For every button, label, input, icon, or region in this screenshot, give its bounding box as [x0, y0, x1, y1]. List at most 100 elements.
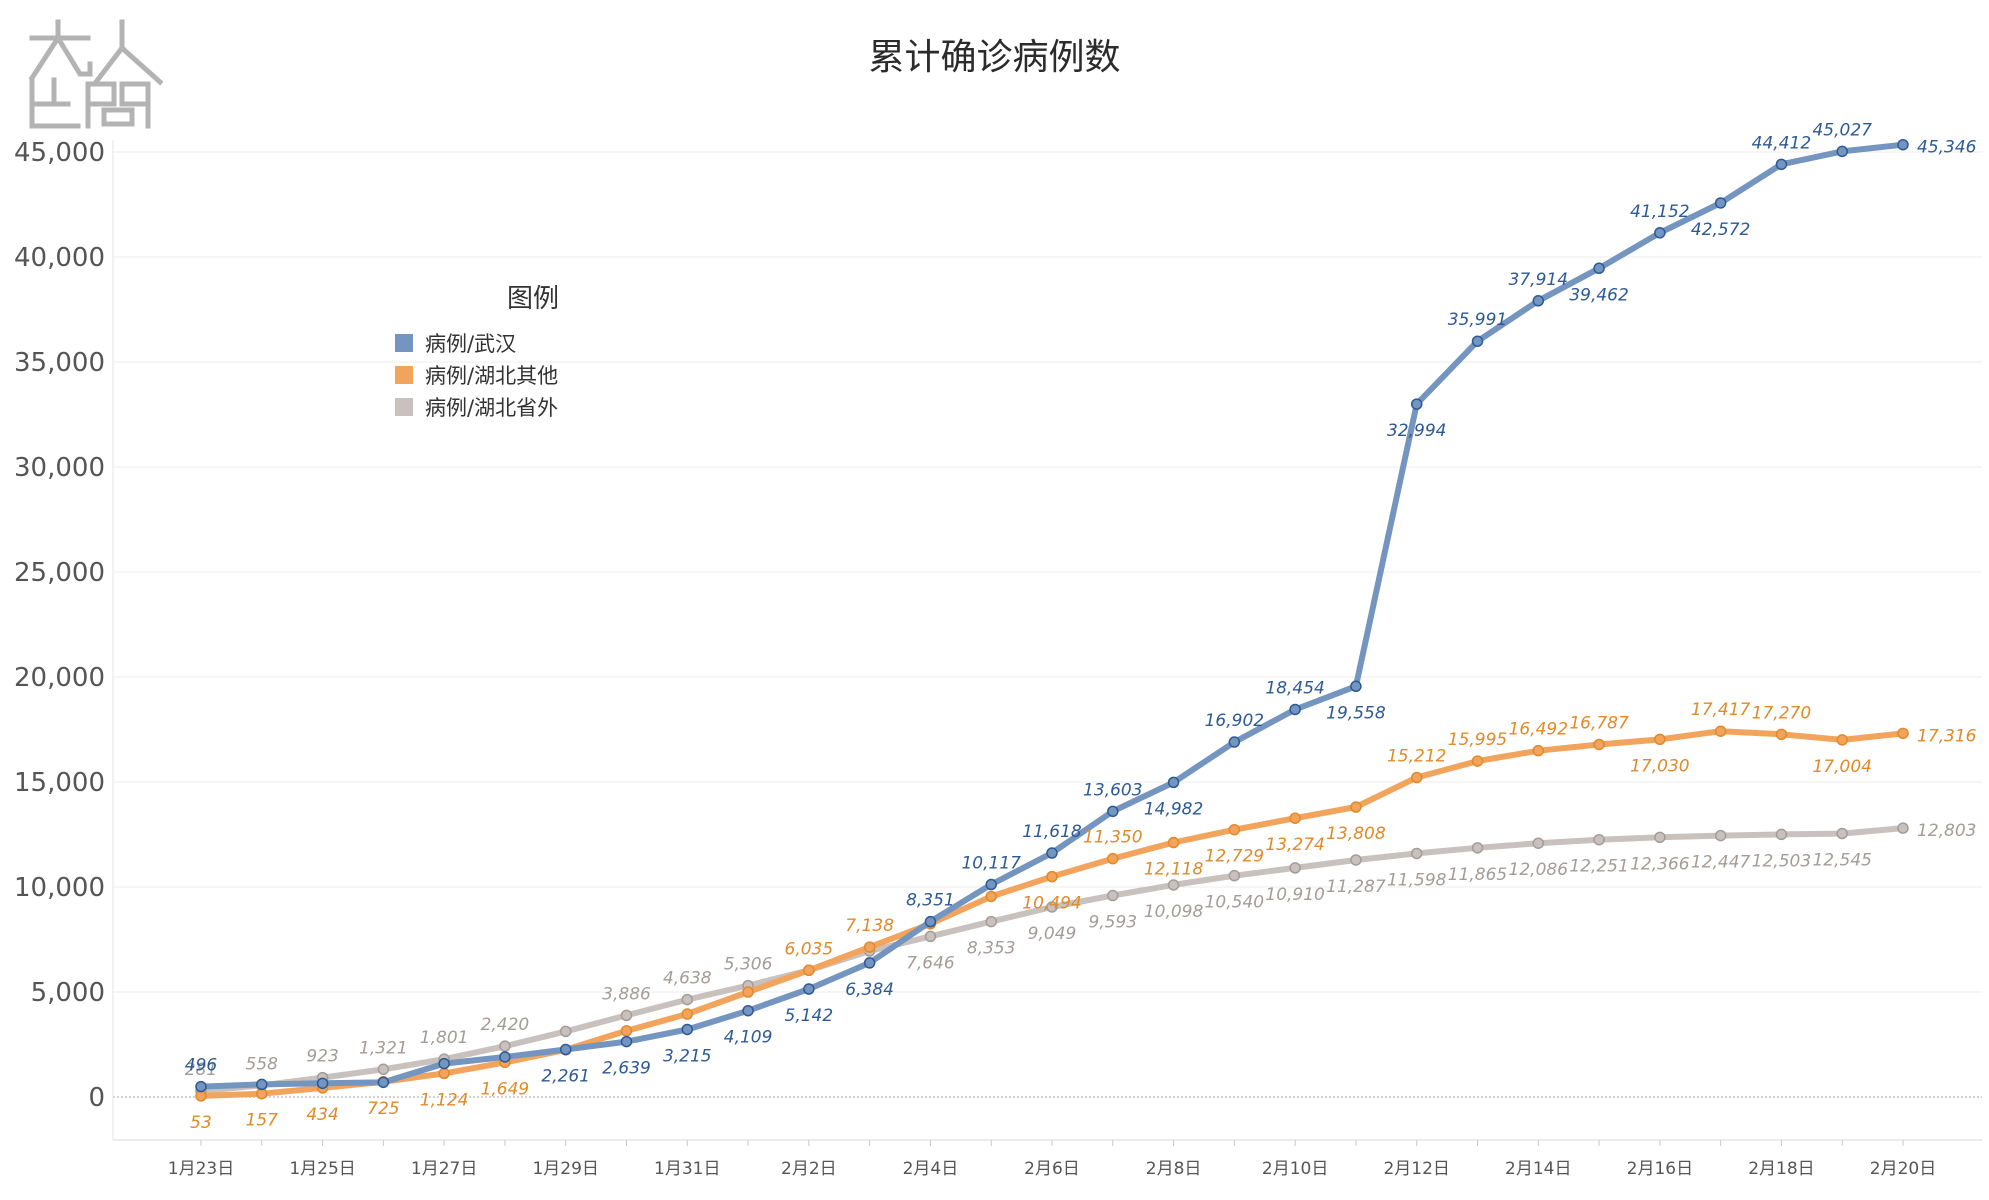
data-label-2: 19,558 — [1326, 703, 1386, 723]
data-point-1 — [742, 986, 754, 998]
data-label-0: 11,598 — [1387, 870, 1447, 890]
data-label-1: 17,270 — [1752, 703, 1811, 723]
data-point-0 — [1836, 827, 1848, 840]
data-point-2 — [377, 1076, 390, 1089]
data-point-1 — [1410, 771, 1423, 784]
data-point-2 — [1471, 335, 1484, 347]
data-point-0 — [559, 1025, 572, 1038]
data-point-2 — [316, 1077, 329, 1090]
data-point-2 — [256, 1078, 268, 1091]
data-point-1 — [1654, 733, 1666, 746]
data-point-0 — [1228, 869, 1241, 882]
data-point-1 — [620, 1025, 633, 1037]
data-label-1: 13,808 — [1326, 824, 1386, 844]
y-tick-label: 40,000 — [14, 243, 105, 273]
data-point-1 — [985, 890, 997, 903]
data-point-2 — [195, 1080, 207, 1093]
data-point-0 — [1107, 889, 1119, 902]
data-label-2: 45,027 — [1812, 120, 1872, 140]
legend-swatch-hubei-other — [395, 366, 413, 384]
data-point-1 — [438, 1067, 450, 1080]
y-tick-label: 0 — [88, 1083, 105, 1113]
data-point-2 — [1350, 680, 1362, 693]
data-point-2 — [499, 1051, 511, 1063]
data-label-0: 11,865 — [1448, 865, 1507, 885]
data-label-1: 434 — [306, 1105, 338, 1125]
data-point-0 — [1714, 829, 1727, 842]
data-point-1 — [256, 1087, 268, 1100]
data-point-2 — [1410, 398, 1423, 410]
data-label-0: 558 — [246, 1054, 279, 1074]
data-point-0 — [1654, 831, 1666, 844]
data-label-2: 6,384 — [845, 980, 894, 1000]
data-point-1 — [1593, 738, 1605, 751]
data-point-2 — [1775, 158, 1788, 171]
data-label-2: 13,603 — [1083, 780, 1142, 800]
data-label-2: 18,454 — [1265, 678, 1324, 698]
legend-swatch-outside-hubei — [395, 398, 413, 416]
data-label-2: 45,346 — [1917, 138, 1977, 158]
x-tick-label: 2月12日 — [1383, 1159, 1449, 1179]
legend-title: 图例 — [507, 284, 560, 314]
x-tick-label: 1月23日 — [168, 1159, 234, 1179]
data-point-1 — [863, 941, 876, 953]
data-label-2: 496 — [185, 1056, 218, 1076]
x-tick-label: 2月10日 — [1262, 1159, 1328, 1179]
y-tick-label: 5,000 — [31, 978, 105, 1008]
data-point-1 — [1107, 852, 1119, 865]
data-point-2 — [681, 1023, 694, 1036]
data-point-2 — [1532, 295, 1545, 307]
data-label-2: 37,914 — [1509, 270, 1568, 290]
data-point-2 — [1167, 776, 1180, 789]
data-point-0 — [1593, 833, 1605, 846]
legend-swatch-wuhan — [395, 334, 413, 352]
legend-label-hubei-other: 病例/湖北其他 — [425, 364, 559, 388]
x-tick-label: 2月14日 — [1505, 1159, 1571, 1179]
data-label-0: 11,287 — [1326, 877, 1386, 897]
data-point-2 — [1228, 736, 1241, 748]
y-tick-label: 35,000 — [14, 348, 105, 378]
data-label-2: 8,351 — [906, 891, 955, 911]
legend-item-wuhan: 病例/武汉 — [395, 327, 559, 359]
data-point-2 — [438, 1057, 450, 1070]
data-point-0 — [1046, 901, 1058, 913]
data-point-1 — [195, 1090, 207, 1102]
data-label-0: 12,503 — [1752, 851, 1811, 871]
data-point-0 — [499, 1040, 511, 1052]
x-tick-label: 2月20日 — [1870, 1159, 1936, 1179]
data-label-0: 12,086 — [1509, 860, 1569, 880]
data-label-2: 44,412 — [1752, 133, 1811, 153]
data-label-0: 9,593 — [1088, 913, 1137, 933]
data-point-0 — [681, 993, 694, 1006]
data-point-0 — [1471, 842, 1484, 854]
data-point-1 — [1897, 727, 1909, 740]
data-point-0 — [377, 1063, 390, 1076]
data-label-0: 1,321 — [359, 1038, 408, 1058]
x-tick-label: 2月8日 — [1146, 1159, 1202, 1179]
data-label-1: 17,030 — [1630, 756, 1689, 776]
y-tick-label: 15,000 — [14, 768, 105, 798]
data-point-2 — [1107, 805, 1119, 818]
data-label-1: 13,274 — [1265, 835, 1324, 855]
data-label-2: 16,902 — [1205, 711, 1264, 731]
data-label-0: 10,540 — [1205, 893, 1264, 913]
data-point-1 — [1167, 836, 1180, 849]
data-label-1: 17,004 — [1812, 757, 1871, 777]
data-label-2: 35,991 — [1448, 310, 1507, 330]
x-tick-label: 1月31日 — [654, 1159, 720, 1179]
y-tick-label: 45,000 — [14, 138, 105, 168]
data-point-0 — [1532, 837, 1545, 849]
data-label-0: 10,098 — [1144, 902, 1204, 922]
data-label-2: 11,618 — [1022, 822, 1082, 842]
data-label-0: 8,353 — [967, 939, 1016, 959]
data-point-0 — [620, 1009, 633, 1022]
x-tick-label: 1月25日 — [289, 1159, 355, 1179]
data-point-2 — [803, 983, 815, 995]
data-point-2 — [1897, 138, 1909, 151]
chart-title: 累计确诊病例数 — [868, 37, 1121, 78]
data-point-2 — [1289, 703, 1301, 716]
data-point-2 — [742, 1004, 754, 1017]
data-label-2: 41,152 — [1630, 202, 1689, 222]
